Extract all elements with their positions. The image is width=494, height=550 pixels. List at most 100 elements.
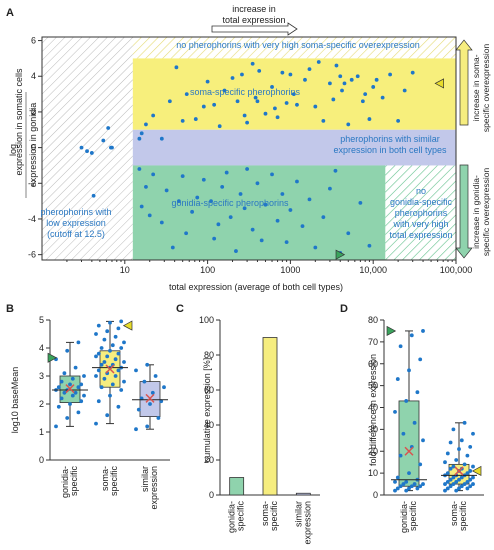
box-data-point (96, 368, 101, 373)
x-tick-label: 100,000 (440, 265, 473, 275)
zone-low-label-2: low expression (46, 218, 106, 228)
x-tick-label: 1000 (280, 265, 300, 275)
scatter-point (144, 122, 148, 127)
panel-c-letter: C (176, 303, 184, 315)
scatter-point (159, 220, 164, 225)
scatter-point (190, 209, 195, 214)
box-data-point (451, 482, 456, 486)
box-data-point (102, 376, 107, 381)
scatter-point (209, 199, 213, 204)
y-tick-label: 0 (373, 490, 378, 500)
box-data-point (79, 399, 84, 404)
highlight-marker-icon (386, 325, 397, 337)
box-data-point (99, 362, 104, 367)
box-data-point (113, 374, 118, 378)
box-data-point (462, 462, 467, 467)
box-data-point (116, 351, 121, 356)
category-label-line: expression (149, 466, 159, 510)
box-data-point (59, 379, 64, 384)
side-label-gonidia: increase in gonidia- specific overexpres… (471, 168, 491, 257)
box-data-point (465, 453, 470, 458)
box-data-point (156, 416, 161, 420)
box-data-point (94, 421, 98, 426)
scatter-point (176, 199, 181, 204)
y-tick-label: 2 (39, 399, 44, 409)
box-data-point (70, 393, 75, 398)
scatter-point (234, 249, 238, 253)
scatter-point (180, 174, 185, 179)
box-data-point (401, 482, 406, 486)
category-label: similar expression (140, 466, 159, 510)
box-data-point (142, 379, 147, 384)
box-data-point (108, 348, 112, 353)
scatter-point (238, 192, 243, 196)
scatter-point (137, 167, 142, 171)
scatter-point (217, 124, 222, 129)
box-data-point (59, 396, 64, 401)
y-tick-label: 0 (39, 455, 44, 465)
scatter-point (164, 188, 169, 193)
y-tick-label: 0 (31, 143, 36, 153)
panel-a-top-label-2: total expression (222, 15, 285, 25)
category-label: similar expression (293, 501, 312, 545)
box-data-point (56, 404, 61, 409)
panel-b-ylabel: log10 baseMean (10, 367, 20, 434)
scatter-point (180, 118, 185, 123)
box-data-point (445, 486, 450, 491)
y-tick-label: 80 (368, 315, 378, 325)
panel-a-ylabel-log: log (8, 144, 18, 156)
y-tick-label: 6 (31, 36, 36, 46)
box-data-point (94, 332, 98, 336)
scatter-point (79, 145, 84, 150)
box-data-point (395, 486, 400, 491)
box-data-point (421, 438, 425, 443)
scatter-point (349, 77, 354, 82)
category-label-line: specific (269, 501, 279, 532)
y-tick-label: -6 (28, 250, 36, 260)
scatter-point (91, 193, 96, 198)
box-data-point (153, 374, 158, 378)
box-data-point (398, 344, 403, 349)
category-label-line: gonidia- (60, 466, 70, 498)
box-data-point (448, 477, 453, 482)
mean-cross-icon (454, 466, 464, 476)
box-data-point (113, 334, 118, 339)
box-data-point (471, 464, 475, 469)
scatter-point (220, 184, 225, 189)
category-label-line: specific (458, 501, 468, 532)
panel-a-ylabel-num: expression in somatic cells (14, 68, 24, 176)
scatter-point (313, 245, 318, 250)
bar (295, 492, 311, 496)
box-data-point (76, 385, 81, 390)
scatter-point (307, 197, 312, 202)
scatter-point (250, 227, 255, 232)
no-gonidia-high-total-zone (385, 165, 456, 260)
scatter-point (224, 170, 229, 175)
scatter-point (402, 88, 407, 93)
scatter-point (245, 120, 250, 125)
y-tick-label: -2 (28, 178, 36, 188)
category-label: soma-specific (449, 501, 468, 532)
box-data-point (407, 486, 411, 491)
x-tick-label: 10,000 (359, 265, 387, 275)
box-data-point (68, 382, 72, 387)
scatter-point (174, 65, 179, 70)
box-data-point (471, 482, 475, 486)
scatter-point (89, 151, 94, 155)
box-data-point (404, 479, 409, 484)
scatter-point (333, 168, 338, 173)
category-label: gonidia-specific (227, 501, 246, 534)
y-tick-label: 0 (209, 490, 214, 500)
panel-a-x-axis-title: total expression (average of both cell t… (169, 282, 343, 292)
category-label: soma-specific (260, 501, 279, 532)
box-data-point (76, 410, 81, 415)
zone-no-gonidia-label-3: pherophorins (395, 208, 448, 218)
box-data-point (415, 390, 420, 395)
box-data-point (102, 360, 107, 364)
scatter-point (367, 117, 372, 121)
scatter-point (288, 72, 293, 77)
panel-a-y-axis-title: log expression in somatic cells expressi… (8, 68, 38, 198)
box-data-point (404, 488, 409, 493)
